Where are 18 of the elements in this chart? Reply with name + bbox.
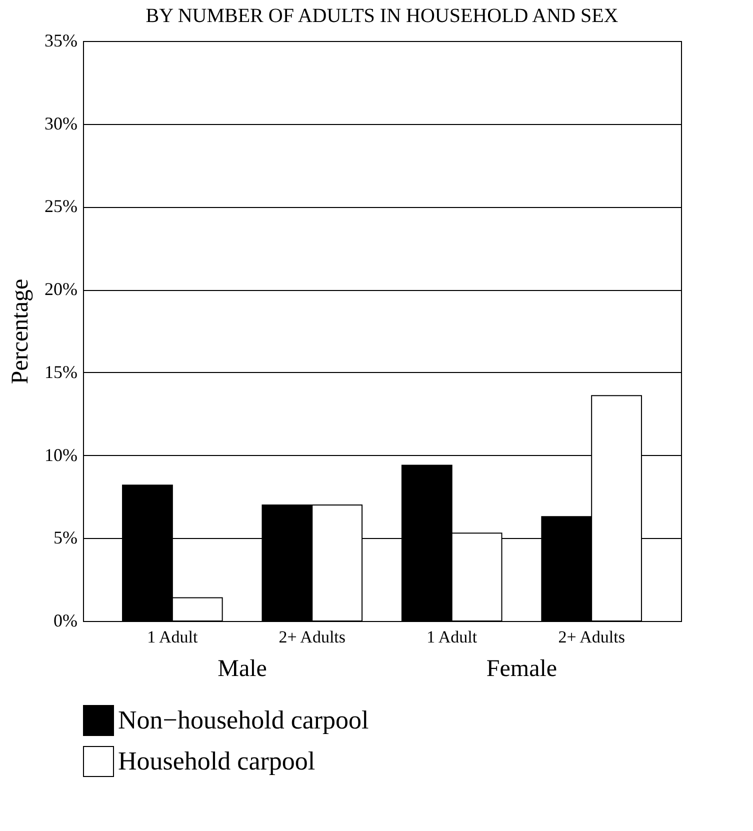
text: Male — [218, 656, 267, 682]
y-tick-label: 5% — [54, 528, 78, 548]
legend-label: Household carpool — [118, 746, 316, 776]
y-axis-title: Percentage — [8, 278, 34, 384]
y-tick-label: 25% — [44, 196, 78, 216]
y-tick-label: 15% — [44, 362, 78, 382]
legend-label: Non−household carpool — [118, 706, 369, 734]
text: Female — [486, 656, 558, 682]
y-tick-label: 0% — [54, 610, 78, 630]
y-tick-label: 10% — [44, 444, 78, 465]
y-tick-label: 30% — [44, 113, 78, 134]
x-tick-label: 2+ Adults — [558, 628, 625, 646]
x-tick-label: 1 Adult — [426, 628, 478, 646]
chart-title: BY NUMBER OF ADULTS IN HOUSEHOLD AND SEX — [146, 5, 619, 27]
x-tick-label: 2+ Adults — [278, 628, 346, 646]
x-tick-label: 1 Adult — [147, 628, 198, 646]
y-tick-label: 20% — [44, 279, 78, 300]
y-tick-label: 35% — [44, 30, 78, 50]
